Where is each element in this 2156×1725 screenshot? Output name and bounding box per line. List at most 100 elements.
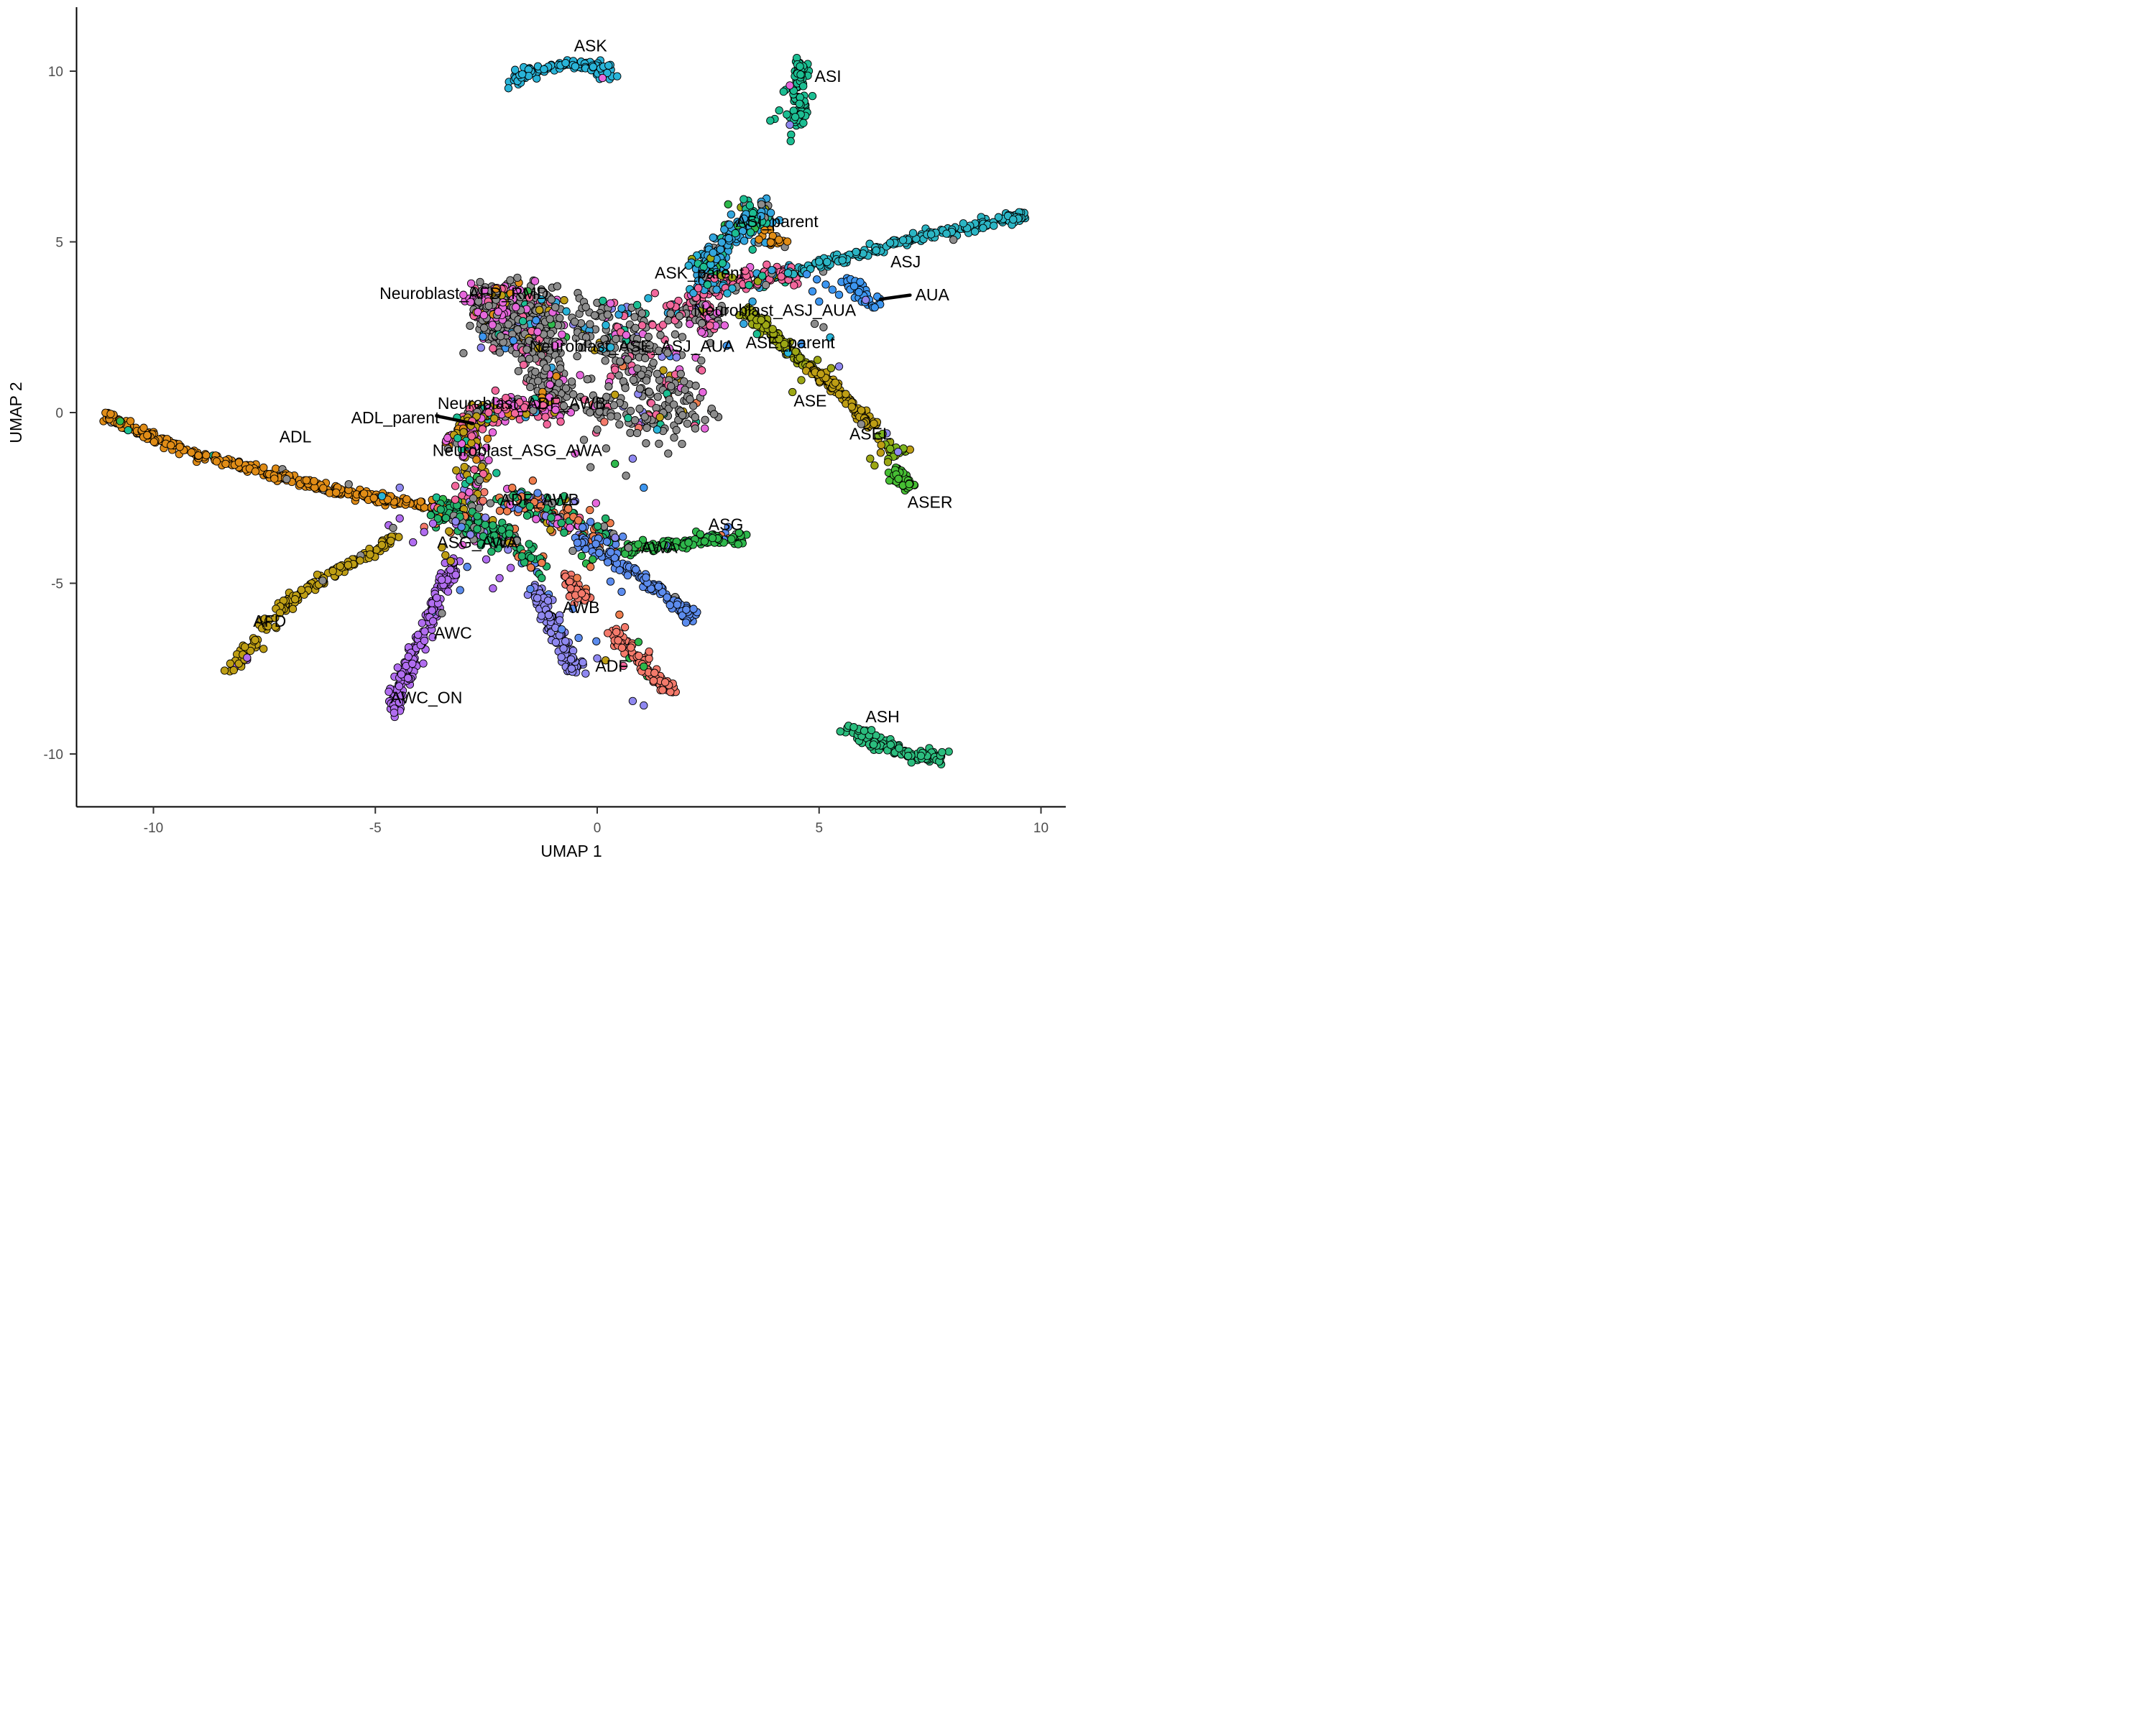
data-point bbox=[642, 376, 651, 385]
data-point bbox=[611, 533, 619, 542]
data-point bbox=[604, 382, 613, 391]
data-point bbox=[942, 229, 951, 238]
data-point bbox=[944, 748, 953, 756]
data-point bbox=[650, 668, 659, 677]
cluster-label-ASG: ASG bbox=[709, 515, 744, 533]
data-point bbox=[557, 625, 566, 634]
data-point bbox=[525, 540, 533, 548]
data-point bbox=[553, 282, 562, 290]
data-point bbox=[615, 610, 624, 619]
data-point bbox=[593, 401, 602, 410]
data-point bbox=[473, 525, 482, 533]
cluster-aser bbox=[884, 463, 919, 495]
data-point bbox=[701, 415, 709, 424]
y-tick-label: -5 bbox=[51, 577, 63, 592]
data-point bbox=[653, 392, 662, 401]
data-point bbox=[626, 407, 635, 415]
data-point bbox=[659, 366, 668, 374]
data-point bbox=[904, 752, 913, 760]
data-point bbox=[556, 616, 564, 625]
data-point bbox=[489, 584, 497, 593]
data-point bbox=[617, 587, 626, 597]
cluster-label-AWA: AWA bbox=[641, 538, 678, 557]
data-point bbox=[796, 354, 804, 362]
data-point bbox=[369, 494, 378, 502]
data-point bbox=[706, 339, 715, 347]
data-point bbox=[573, 351, 581, 361]
data-point bbox=[513, 325, 522, 334]
x-tick-label: 10 bbox=[1033, 821, 1049, 836]
cluster-label-ASI: ASI bbox=[815, 67, 842, 86]
data-point bbox=[768, 325, 777, 334]
data-point bbox=[628, 696, 637, 706]
data-point bbox=[302, 476, 311, 484]
data-point bbox=[777, 272, 786, 281]
data-point bbox=[847, 402, 856, 411]
data-point bbox=[593, 426, 602, 434]
data-point bbox=[561, 637, 570, 645]
data-point bbox=[466, 321, 474, 330]
data-point bbox=[614, 636, 622, 645]
data-point bbox=[813, 275, 821, 284]
data-point bbox=[635, 405, 644, 413]
data-point bbox=[562, 307, 571, 316]
data-point bbox=[428, 606, 436, 615]
data-point bbox=[645, 647, 653, 656]
data-point bbox=[571, 317, 579, 326]
cluster-afd bbox=[272, 532, 403, 617]
data-point bbox=[649, 359, 658, 367]
data-point bbox=[243, 653, 252, 662]
data-point bbox=[568, 646, 578, 656]
data-point bbox=[594, 522, 602, 530]
data-point bbox=[642, 573, 650, 582]
data-point bbox=[577, 551, 586, 561]
cluster-label-AUA: AUA bbox=[916, 285, 950, 304]
data-point bbox=[414, 630, 423, 639]
data-point bbox=[175, 443, 184, 451]
data-point bbox=[495, 348, 505, 357]
data-point bbox=[718, 259, 727, 267]
cluster-neuroblast-gray-h bbox=[548, 390, 723, 448]
data-point bbox=[867, 726, 876, 735]
data-point bbox=[635, 385, 645, 393]
data-point bbox=[775, 235, 783, 244]
data-point bbox=[895, 744, 903, 753]
data-point bbox=[786, 81, 794, 90]
data-point bbox=[697, 319, 706, 328]
data-point bbox=[691, 308, 700, 317]
data-point bbox=[194, 451, 203, 460]
data-point bbox=[838, 256, 847, 264]
data-point bbox=[437, 575, 446, 584]
data-point bbox=[678, 411, 687, 420]
data-point bbox=[492, 295, 500, 304]
data-point bbox=[601, 514, 610, 523]
data-point bbox=[551, 638, 561, 647]
data-point bbox=[526, 584, 535, 594]
data-point bbox=[795, 99, 804, 109]
data-point bbox=[659, 321, 668, 329]
data-point bbox=[791, 113, 800, 121]
data-point bbox=[813, 356, 822, 364]
data-point bbox=[550, 341, 559, 350]
data-point bbox=[480, 286, 489, 295]
data-point bbox=[395, 483, 404, 492]
data-point bbox=[390, 708, 399, 717]
data-point bbox=[344, 561, 353, 569]
data-point bbox=[799, 119, 808, 127]
data-point bbox=[672, 426, 681, 435]
data-point bbox=[637, 321, 647, 330]
data-point bbox=[635, 651, 643, 661]
data-point bbox=[870, 461, 879, 470]
data-point bbox=[557, 653, 566, 661]
data-point bbox=[727, 535, 736, 543]
data-point bbox=[229, 666, 238, 675]
data-point bbox=[611, 365, 619, 374]
data-point bbox=[761, 280, 770, 290]
data-point bbox=[395, 514, 404, 523]
data-point bbox=[821, 280, 830, 289]
data-point bbox=[686, 320, 694, 328]
data-point bbox=[653, 369, 662, 378]
axes: -10 -5 0 5 10 10 5 0 -5 -10 UMAP 1 UMAP … bbox=[6, 7, 1066, 860]
data-point bbox=[700, 537, 709, 546]
data-point bbox=[819, 323, 828, 331]
